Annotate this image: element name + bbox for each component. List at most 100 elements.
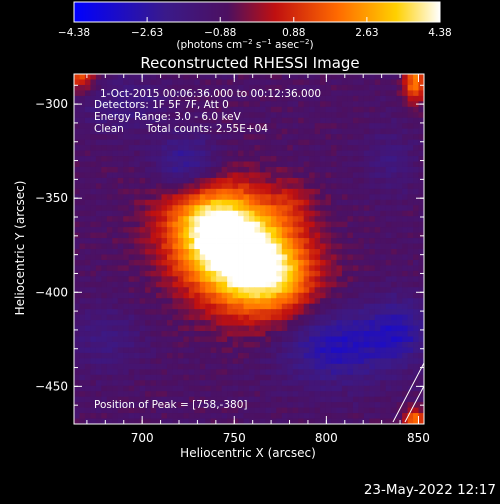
heatmap-cell [183,276,190,283]
heatmap-cell [254,374,261,381]
heatmap-cell [320,117,326,124]
heatmap-cell [232,227,239,233]
heatmap-cell [363,95,370,102]
heatmap-cell [134,106,141,113]
heatmap-cell [112,265,119,272]
heatmap-cell [199,413,206,419]
heatmap-cell [156,95,162,102]
heatmap-cell [145,177,151,184]
heatmap-cell [238,352,244,359]
heatmap-cell [74,216,80,223]
heatmap-cell [172,84,179,91]
heatmap-cell [391,221,398,228]
heatmap-cell [380,243,387,250]
heatmap-cell [227,74,233,80]
heatmap-cell [123,418,130,424]
heatmap-cell [413,254,419,261]
heatmap-cell [216,407,223,414]
heatmap-cell [309,150,316,157]
heatmap-cell [254,369,261,376]
heatmap-cell [221,123,228,130]
heatmap-cell [150,314,157,321]
heatmap-cell [413,396,419,403]
heatmap-cell [150,336,157,343]
heatmap-cell [238,402,244,408]
chart-title: Reconstructed RHESSI Image [140,54,359,72]
heatmap-cell [391,123,398,130]
heatmap-cell [336,183,343,190]
heatmap-cell [139,101,146,108]
heatmap-cell [331,270,337,277]
heatmap-cell [145,249,151,255]
heatmap-cell [128,287,135,294]
heatmap-cell [156,79,162,86]
heatmap-cell [314,161,321,168]
heatmap-cell [331,106,337,113]
heatmap-cell [270,74,277,80]
heatmap-cell [216,358,223,365]
heatmap-cell [216,150,223,157]
heatmap-cell [276,106,283,113]
heatmap-cell [216,205,223,212]
heatmap-cell [363,320,370,326]
heatmap-cell [84,139,91,146]
heatmap-cell [352,331,359,337]
heatmap-cell [254,270,261,277]
heatmap-cell [265,79,272,86]
heatmap-cell [418,183,424,190]
heatmap-cell [331,79,337,86]
heatmap-cell [166,90,173,97]
heatmap-cell [391,341,398,348]
heatmap-cell [391,385,398,392]
heatmap-cell [249,358,255,365]
heatmap-cell [106,199,113,206]
heatmap-cell [358,194,365,201]
heatmap-cell [243,303,250,310]
heatmap-cell [95,374,102,381]
heatmap-cell [331,369,337,376]
heatmap-cell [341,391,348,398]
heatmap-cell [145,287,151,294]
heatmap-cell [265,101,272,108]
heatmap-cell [117,254,124,261]
heatmap-cell [341,243,348,250]
heatmap-cell [276,281,283,288]
heatmap-cell [238,166,244,173]
heatmap-cell [336,221,343,228]
heatmap-cell [84,172,91,179]
heatmap-cell [243,238,250,244]
heatmap-cell [172,352,179,359]
heatmap-cell [265,270,272,277]
heatmap-cell [270,199,277,206]
heatmap-cell [238,84,244,91]
heatmap-cell [303,161,310,168]
heatmap-cell [221,227,228,233]
y-tick-label: −300 [35,97,68,111]
heatmap-cell [238,249,244,255]
heatmap-cell [232,249,239,255]
heatmap-cell [407,363,414,370]
heatmap-cell [358,418,365,424]
heatmap-cell [128,249,135,255]
heatmap-cell [292,232,299,239]
heatmap-cell [128,270,135,277]
heatmap-cell [391,139,398,146]
heatmap-cell [156,276,162,283]
heatmap-cell [183,106,190,113]
heatmap-cell [276,303,283,310]
heatmap-cell [221,177,228,184]
heatmap-cell [325,418,332,424]
heatmap-cell [216,309,223,316]
heatmap-cell [199,363,206,370]
heatmap-cell [407,216,414,223]
heatmap-cell [341,407,348,414]
heatmap-cell [194,194,201,201]
heatmap-cell [314,298,321,305]
heatmap-cell [314,407,321,414]
heatmap-cell [74,161,80,168]
heatmap-cell [352,418,359,424]
heatmap-cell [309,188,316,195]
heatmap-cell [106,166,113,173]
heatmap-cell [156,117,162,124]
heatmap-cell [347,331,354,337]
